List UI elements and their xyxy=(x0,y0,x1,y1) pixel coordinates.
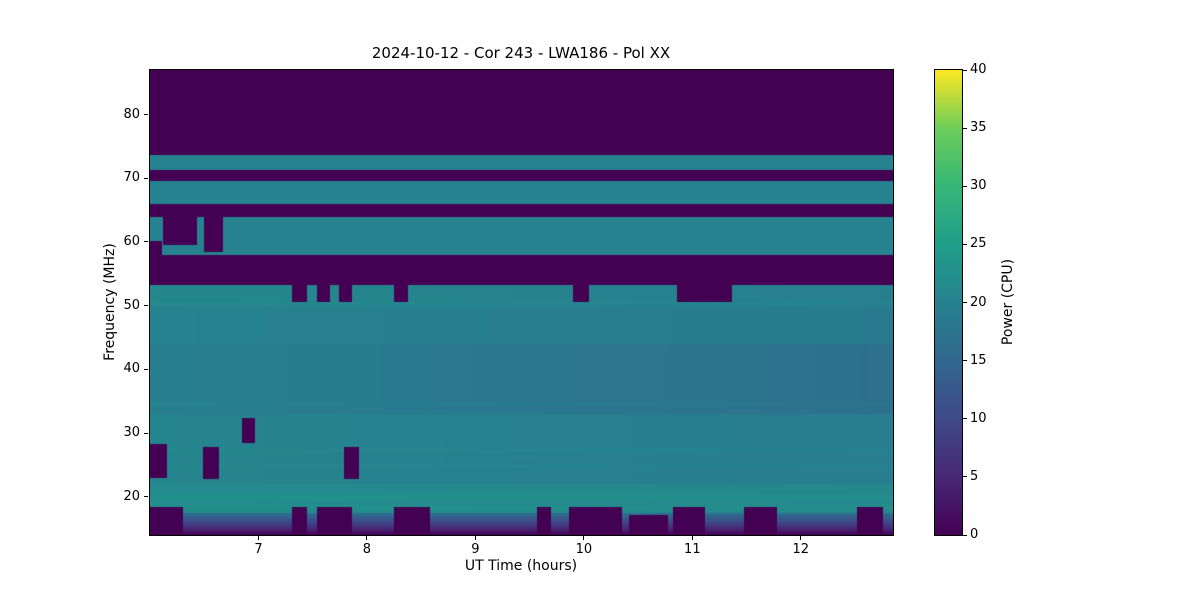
colorbar-canvas xyxy=(935,70,962,535)
colorbar-tick-mark xyxy=(963,243,967,245)
y-tick-mark xyxy=(144,114,148,116)
x-tick-mark xyxy=(800,536,802,540)
colorbar-tick-mark xyxy=(963,476,967,478)
colorbar-tick-mark xyxy=(963,127,967,129)
colorbar-tick-label: 15 xyxy=(970,352,987,368)
colorbar-tick-mark xyxy=(963,302,967,303)
x-tick-label: 11 xyxy=(684,542,701,557)
y-tick-label: 70 xyxy=(123,170,140,186)
y-tick-label: 50 xyxy=(123,297,140,313)
colorbar-tick-label: 30 xyxy=(970,178,987,194)
y-tick-label: 40 xyxy=(123,361,140,377)
chart-title: 2024-10-12 - Cor 243 - LWA186 - Pol XX xyxy=(371,44,671,62)
x-tick-mark xyxy=(583,536,585,540)
y-tick-label: 30 xyxy=(123,425,140,441)
x-tick-label: 8 xyxy=(362,542,372,557)
colorbar-tick-mark xyxy=(963,534,967,536)
y-tick-label: 80 xyxy=(123,106,140,122)
y-tick-mark xyxy=(144,368,148,370)
y-tick-mark xyxy=(144,241,148,243)
y-tick-label: 60 xyxy=(123,233,140,249)
y-tick-mark xyxy=(144,177,148,179)
y-tick-mark xyxy=(144,496,148,498)
colorbar-label: Power (CPU) xyxy=(1000,258,1016,346)
colorbar-tick-label: 5 xyxy=(970,468,979,484)
colorbar-tick-label: 40 xyxy=(970,62,987,77)
y-tick-label: 20 xyxy=(123,488,140,504)
x-tick-label: 10 xyxy=(575,542,593,557)
x-axis-label: UT Time (hours) xyxy=(464,558,578,574)
heatmap-canvas xyxy=(150,70,893,535)
x-tick-mark xyxy=(474,536,476,540)
x-tick-mark xyxy=(257,536,259,540)
y-tick-mark xyxy=(144,432,148,434)
x-tick-label: 12 xyxy=(792,542,810,557)
x-tick-label: 7 xyxy=(254,542,263,557)
colorbar-tick-mark xyxy=(963,360,967,362)
y-tick-mark xyxy=(144,305,148,307)
colorbar-tick-label: 20 xyxy=(970,294,987,310)
colorbar-tick-label: 35 xyxy=(970,120,987,136)
x-tick-label: 9 xyxy=(471,542,480,557)
colorbar-tick-label: 0 xyxy=(970,527,979,542)
colorbar-tick-label: 25 xyxy=(970,236,987,252)
colorbar-tick-mark xyxy=(963,418,967,420)
x-tick-mark xyxy=(691,536,693,540)
colorbar-tick-mark xyxy=(963,69,967,71)
colorbar-tick-label: 10 xyxy=(970,410,987,426)
colorbar-tick-mark xyxy=(963,185,967,187)
x-tick-mark xyxy=(366,536,368,540)
